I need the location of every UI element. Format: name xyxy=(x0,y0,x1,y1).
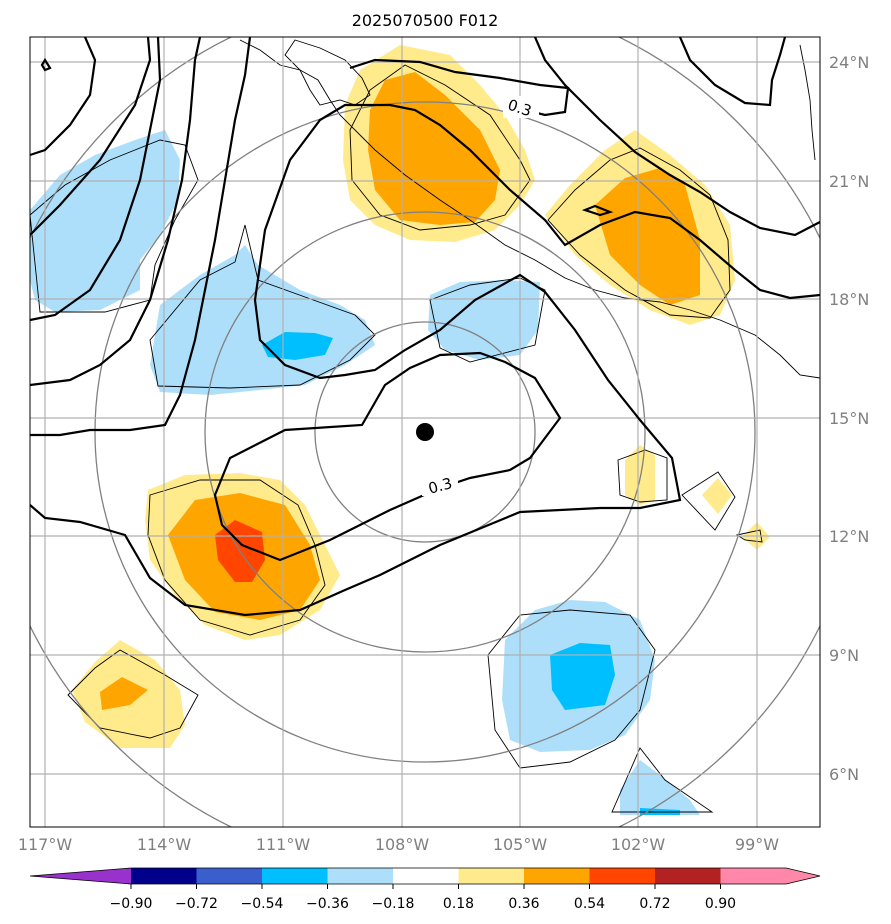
thin-contour xyxy=(611,747,714,813)
thin-contour xyxy=(349,64,531,231)
neg-core-south xyxy=(550,643,615,710)
neg-area-north xyxy=(428,280,540,360)
lat-label: 9°N xyxy=(829,646,859,665)
colorbar-tick-label: −0.54 xyxy=(241,896,284,912)
range-rings xyxy=(30,37,820,827)
colorbar: −0.90 −0.72 −0.54 −0.36 −0.18 0.18 0.36 0.54 0.7… xyxy=(29,867,821,912)
lon-label: 99°W xyxy=(735,835,779,854)
thin-contour xyxy=(30,139,199,313)
coastline xyxy=(284,39,371,106)
colorbar-tick-label: −0.90 xyxy=(110,896,153,912)
thick-contour xyxy=(30,37,252,437)
contour-label-center: 0.3 xyxy=(426,474,454,498)
thick-contour xyxy=(30,37,97,157)
thick-contour xyxy=(30,37,152,236)
colorbar-tick-label: −0.18 xyxy=(372,896,415,912)
colorbar-swatch xyxy=(131,868,197,884)
range-ring-mid xyxy=(204,211,646,653)
latitude-labels: 24°N 21°N 18°N 15°N 12°N 9°N 6°N xyxy=(829,53,869,784)
thin-contour xyxy=(681,471,736,531)
colorbar-tick-label: 0.18 xyxy=(443,896,474,912)
lat-label: 6°N xyxy=(829,765,859,784)
graticule xyxy=(30,37,820,827)
thick-contour xyxy=(213,351,562,562)
longitude-labels: 117°W 114°W 111°W 108°W 105°W 102°W 99°W xyxy=(18,835,779,854)
storm-center-marker xyxy=(416,423,434,441)
range-ring-outer xyxy=(94,101,756,763)
colorbar-tick-label: 0.54 xyxy=(574,896,605,912)
figure-title: 2025070500 F012 xyxy=(352,11,499,30)
thick-contour xyxy=(678,37,787,107)
thick-contour xyxy=(581,204,614,217)
lat-label: 15°N xyxy=(829,409,869,428)
lon-label: 111°W xyxy=(256,835,311,854)
colorbar-tick-label: 0.90 xyxy=(705,896,736,912)
colorbar-swatch xyxy=(458,868,524,884)
map-frame xyxy=(29,36,821,828)
thick-contour xyxy=(533,37,820,237)
colorbar-swatch xyxy=(655,868,721,884)
lon-label: 105°W xyxy=(493,835,548,854)
colorbar-ticks: −0.90 −0.72 −0.54 −0.36 −0.18 0.18 0.36 0.54 0.7… xyxy=(110,884,736,912)
pos-core-north xyxy=(368,72,500,225)
lat-label: 12°N xyxy=(829,527,869,546)
thin-contour xyxy=(149,224,376,389)
thick-contour xyxy=(30,37,202,387)
colorbar-swatch xyxy=(262,868,328,884)
thin-contour xyxy=(429,277,546,363)
thick-contour xyxy=(30,103,820,617)
thick-contour xyxy=(40,57,52,72)
contour-label-bg xyxy=(422,474,458,496)
contour-label-bg xyxy=(503,96,539,118)
colorbar-swatch xyxy=(720,868,786,884)
pos-spot-east1 xyxy=(625,445,655,505)
pos-core-far-southwest xyxy=(100,677,148,710)
lat-label: 18°N xyxy=(829,290,869,309)
lon-label: 117°W xyxy=(18,835,73,854)
colorbar-swatch xyxy=(393,868,459,884)
colorbar-extend-high xyxy=(786,868,820,884)
thin-contour xyxy=(487,609,656,769)
thin-contour xyxy=(735,529,763,543)
colorbar-swatch xyxy=(327,868,393,884)
thin-contours xyxy=(30,39,820,813)
range-ring-inner xyxy=(314,321,536,543)
thin-contour xyxy=(617,449,668,503)
coastline xyxy=(239,39,820,379)
colorbar-tick-label: 0.72 xyxy=(639,896,670,912)
lon-label: 114°W xyxy=(137,835,192,854)
colorbar-tick-label: 0.36 xyxy=(508,896,539,912)
colorbar-swatch xyxy=(196,868,262,884)
map-area: 0.3 0.3 xyxy=(30,37,820,827)
lon-label: 102°W xyxy=(611,835,666,854)
colorbar-swatch xyxy=(589,868,655,884)
lat-label: 24°N xyxy=(829,53,869,72)
pos-core-northeast xyxy=(595,168,700,305)
colorbar-tick-label: −0.72 xyxy=(175,896,218,912)
lat-label: 21°N xyxy=(829,172,869,191)
pos-spot-east2 xyxy=(702,478,732,514)
thin-contour xyxy=(547,147,731,319)
neg-core-central xyxy=(262,332,333,360)
colorbar-tick-label: −0.36 xyxy=(306,896,349,912)
colorbar-extend-low xyxy=(30,868,131,884)
thin-contour xyxy=(67,649,199,739)
lon-label: 108°W xyxy=(375,835,430,854)
thin-contour xyxy=(147,479,326,636)
thick-contours xyxy=(30,37,820,617)
thick-contour xyxy=(30,37,162,322)
colorbar-swatch xyxy=(524,868,590,884)
